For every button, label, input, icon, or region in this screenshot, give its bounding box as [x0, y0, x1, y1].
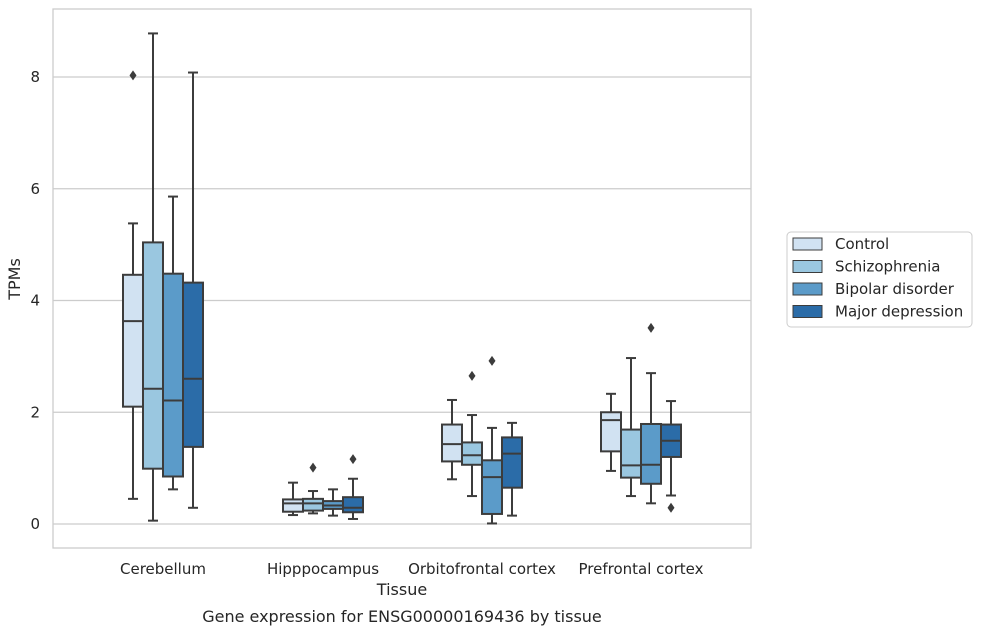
plot-area-frame	[52, 8, 752, 549]
outlier-marker	[468, 370, 476, 381]
outlier-marker	[309, 462, 317, 473]
x-ticks: Cerebellum Hipppocampus Orbitofrontal cort…	[120, 560, 704, 578]
box-major-depression	[342, 454, 364, 520]
iqr-box	[640, 422, 662, 485]
legend-label: Major depression	[835, 303, 963, 321]
y-tick-label: 4	[30, 292, 40, 310]
iqr-box	[282, 498, 304, 513]
x-axis-title: Tissue	[376, 580, 427, 599]
iqr-box	[620, 428, 642, 479]
y-tick-label: 6	[30, 180, 40, 198]
box-control	[600, 392, 622, 472]
boxes	[122, 32, 682, 525]
iqr-box	[182, 281, 204, 448]
iqr-box	[162, 272, 184, 478]
box-schizophrenia	[142, 32, 164, 522]
iqr-box	[122, 273, 144, 408]
y-tick-label: 0	[30, 515, 40, 533]
outlier-marker	[129, 70, 137, 81]
iqr-box	[481, 459, 503, 515]
box-schizophrenia	[620, 357, 642, 498]
legend-swatch	[792, 305, 823, 318]
box-bipolar-disorder	[322, 488, 344, 517]
box-control	[122, 70, 144, 500]
x-tick-label: Orbitofrontal cortex	[408, 560, 556, 578]
legend-frame	[786, 231, 973, 328]
box-schizophrenia	[302, 462, 324, 515]
outlier-marker	[647, 322, 655, 333]
iqr-box	[461, 441, 483, 466]
outlier-marker	[488, 355, 496, 366]
legend-label: Control	[835, 235, 889, 253]
iqr-box	[302, 497, 324, 512]
legend-swatch	[792, 282, 823, 296]
y-tick-label: 8	[30, 68, 40, 86]
legend-swatch	[792, 237, 823, 251]
iqr-box	[142, 241, 164, 470]
x-tick-label: Cerebellum	[120, 560, 206, 578]
x-tick-label: Hipppocampus	[267, 560, 379, 578]
legend-swatch	[792, 260, 823, 273]
x-tick-label: Prefrontal cortex	[579, 560, 704, 578]
chart-title: Gene expression for ENSG00000169436 by t…	[202, 607, 602, 626]
box-bipolar-disorder	[162, 195, 184, 491]
box-bipolar-disorder	[481, 355, 503, 525]
y-tick-label: 2	[30, 403, 40, 421]
iqr-box	[600, 411, 622, 453]
iqr-box	[441, 423, 463, 463]
box-control	[282, 481, 304, 517]
box-bipolar-disorder	[640, 322, 662, 505]
box-major-depression	[660, 400, 682, 513]
legend-label: Schizophrenia	[835, 258, 940, 276]
box-control	[441, 398, 463, 481]
legend-label: Bipolar disorder	[835, 280, 955, 298]
outlier-marker	[667, 502, 675, 513]
box-major-depression	[182, 71, 204, 509]
y-axis-title: TPMs	[5, 258, 24, 301]
y-ticks: 0 2 4 6 8	[30, 68, 40, 533]
iqr-box	[342, 496, 364, 514]
outlier-marker	[349, 454, 357, 465]
legend: Control Schizophrenia Bipolar disorder Majo…	[786, 231, 973, 328]
box-major-depression	[501, 421, 523, 517]
iqr-box	[501, 436, 523, 489]
box-schizophrenia	[461, 370, 483, 498]
